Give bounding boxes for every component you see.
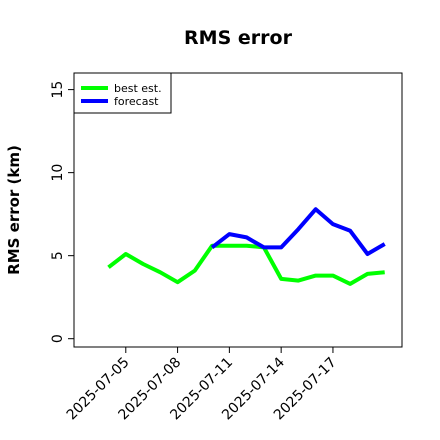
legend-label-best-est: best est.: [114, 82, 162, 95]
plot-frame: [73, 72, 403, 348]
series-line-best-est: [107, 243, 385, 286]
series-lines: [107, 207, 386, 286]
axis-ticks: 0510152025-07-052025-07-082025-07-112025…: [50, 81, 340, 424]
y-axis-label: RMS error (km): [5, 145, 23, 275]
legend-box: [73, 72, 172, 114]
chart-title: RMS error: [184, 27, 293, 49]
y-tick-label: 0: [50, 334, 66, 343]
series-line-forecast: [210, 207, 386, 256]
legend: best est. forecast: [73, 72, 172, 114]
y-tick-label: 5: [50, 251, 66, 260]
legend-label-forecast: forecast: [114, 95, 159, 108]
y-tick-label: 15: [50, 81, 66, 99]
y-tick-label: 10: [50, 164, 66, 182]
